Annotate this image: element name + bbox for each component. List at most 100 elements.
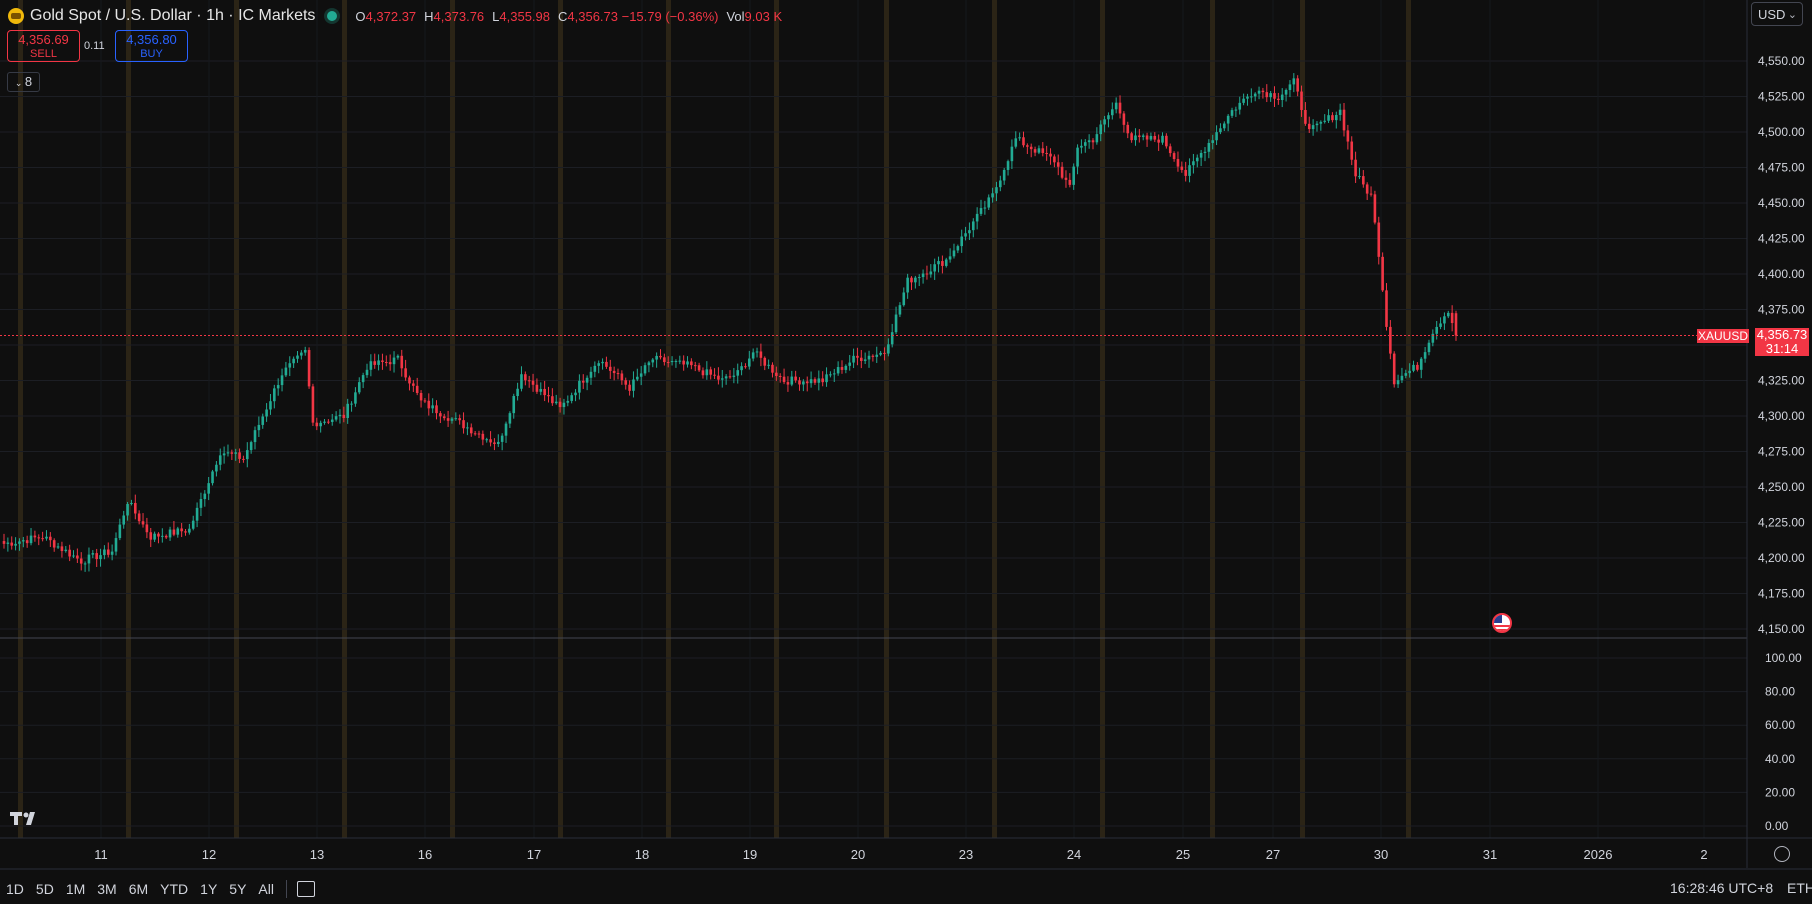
candle bbox=[1381, 252, 1384, 292]
candle bbox=[1037, 145, 1041, 155]
candle bbox=[1049, 148, 1052, 165]
candle bbox=[1068, 173, 1072, 188]
candle bbox=[172, 521, 176, 537]
candle bbox=[581, 374, 585, 389]
candle bbox=[37, 534, 41, 546]
candle bbox=[554, 394, 558, 405]
candle bbox=[566, 395, 570, 407]
clock-time: 16:28:46 UTC+8 bbox=[1670, 880, 1774, 896]
candle bbox=[1346, 124, 1350, 150]
sell-button[interactable]: 4,356.69 SELL bbox=[7, 30, 80, 62]
us-flag-event-icon[interactable] bbox=[1492, 613, 1512, 633]
range-1d-button[interactable]: 1D bbox=[6, 880, 24, 897]
price-tick-label: 4,200.00 bbox=[1758, 551, 1805, 565]
symbol-tag: XAUUSD bbox=[1697, 329, 1749, 343]
tradingview-logo-icon[interactable] bbox=[10, 812, 42, 831]
candle bbox=[887, 338, 890, 357]
candle bbox=[639, 366, 643, 386]
indicators-toggle-button[interactable]: ⌄ 8 bbox=[7, 72, 40, 92]
candle bbox=[1342, 102, 1346, 137]
symbol-title[interactable]: Gold Spot / U.S. Dollar · 1h · IC Market… bbox=[30, 7, 316, 24]
candle bbox=[597, 360, 601, 374]
range-6m-button[interactable]: 6M bbox=[128, 880, 149, 897]
time-tick-label: 31 bbox=[1483, 847, 1497, 862]
candle bbox=[1323, 114, 1327, 124]
candle bbox=[836, 361, 840, 376]
time-tick-label: 27 bbox=[1266, 847, 1280, 862]
candle bbox=[412, 380, 415, 392]
candle bbox=[477, 430, 481, 439]
candle bbox=[709, 366, 712, 380]
session-label[interactable]: ETH bbox=[1787, 880, 1812, 896]
candle bbox=[215, 461, 218, 477]
candle bbox=[1138, 129, 1141, 143]
candle bbox=[1080, 139, 1083, 154]
range-5d-button[interactable]: 5D bbox=[35, 880, 54, 897]
candle bbox=[832, 368, 836, 383]
candle bbox=[300, 350, 303, 360]
candle bbox=[1026, 143, 1029, 154]
time-tick-label: 2026 bbox=[1584, 847, 1613, 862]
candle bbox=[732, 367, 736, 384]
range-all-button[interactable]: All bbox=[258, 880, 274, 897]
candle bbox=[106, 542, 110, 558]
candle bbox=[361, 372, 365, 389]
candle bbox=[883, 347, 886, 361]
candle bbox=[1296, 75, 1299, 97]
price-tick-label: 4,375.00 bbox=[1758, 303, 1805, 317]
currency-select[interactable]: USD ⌄ bbox=[1751, 2, 1803, 26]
session-break-0 bbox=[18, 0, 23, 838]
candle bbox=[130, 499, 133, 506]
candle bbox=[462, 412, 465, 434]
candle bbox=[682, 355, 685, 371]
candle bbox=[1246, 93, 1249, 106]
candle bbox=[188, 523, 191, 535]
buy-button[interactable]: 4,356.80 BUY bbox=[115, 30, 188, 62]
clock-readout[interactable]: 16:28:46 UTC+8 ETH bbox=[1670, 880, 1812, 896]
candle bbox=[280, 368, 284, 392]
candle bbox=[605, 356, 608, 369]
range-5y-button[interactable]: 5Y bbox=[229, 880, 247, 897]
calendar-icon[interactable] bbox=[296, 880, 315, 897]
candle bbox=[1419, 357, 1423, 379]
time-tick-label: 20 bbox=[851, 847, 865, 862]
range-1m-button[interactable]: 1M bbox=[65, 880, 86, 897]
candle bbox=[647, 360, 651, 373]
candle bbox=[1377, 216, 1381, 265]
candle bbox=[1087, 134, 1091, 149]
candle bbox=[91, 550, 95, 559]
candle bbox=[1277, 92, 1280, 105]
market-open-status-icon bbox=[327, 11, 338, 21]
range-ytd-button[interactable]: YTD bbox=[160, 880, 189, 897]
candle bbox=[126, 501, 129, 521]
osc-tick-label: 80.00 bbox=[1765, 685, 1795, 699]
candle bbox=[307, 347, 311, 389]
ohlc-high: H4,373.76 bbox=[424, 8, 485, 24]
candle bbox=[1365, 182, 1369, 200]
time-tick-label: 25 bbox=[1176, 847, 1190, 862]
candle bbox=[527, 375, 531, 388]
candle bbox=[342, 406, 346, 423]
sell-price: 4,356.69 bbox=[18, 32, 69, 47]
candle bbox=[338, 409, 342, 424]
candle bbox=[956, 244, 960, 254]
candle bbox=[110, 544, 114, 561]
candle bbox=[863, 352, 867, 365]
last-price-tag: 4,356.73 31:14 bbox=[1755, 328, 1809, 356]
range-3m-button[interactable]: 3M bbox=[97, 880, 117, 897]
price-tick-label: 4,525.00 bbox=[1758, 90, 1805, 104]
gear-icon[interactable] bbox=[1774, 846, 1790, 862]
candle bbox=[1211, 134, 1215, 150]
candle bbox=[929, 264, 933, 278]
candle bbox=[659, 349, 662, 360]
candle bbox=[1141, 133, 1145, 141]
session-break-9 bbox=[992, 0, 997, 838]
candle bbox=[543, 380, 546, 402]
candle bbox=[446, 410, 450, 427]
range-1y-button[interactable]: 1Y bbox=[200, 880, 218, 897]
candle bbox=[1288, 80, 1292, 98]
candle bbox=[218, 448, 222, 471]
candle bbox=[539, 382, 543, 396]
candle bbox=[1165, 133, 1168, 149]
